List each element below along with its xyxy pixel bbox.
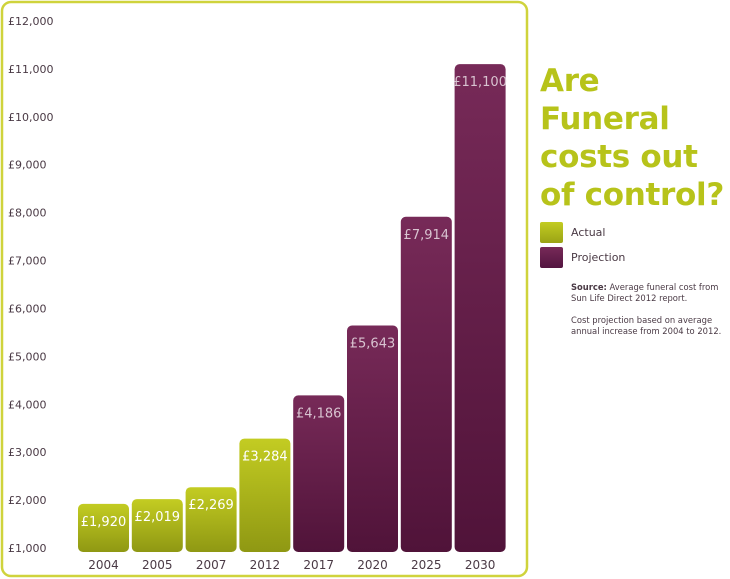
legend-label-projection: Projection [571,250,626,264]
bar-projection [293,395,345,552]
x-tick-label: 2012 [250,558,281,572]
bar-projection [400,216,452,553]
bar-actual [185,487,237,552]
bar-value-label: £4,186 [296,406,342,421]
y-tick-label: £2,000 [8,494,47,507]
legend-item-projection: Projection [540,246,626,268]
y-tick-label: £3,000 [8,446,47,459]
source-text: Average funeral cost from Sun Life Direc… [571,282,719,303]
chart-notes: Source: Average funeral cost from Sun Li… [571,282,730,348]
y-axis-ticks: £1,000 £2,000 £3,000 £4,000 £5,000 £6,000 £7,0… [8,15,54,555]
legend-label-actual: Actual [571,225,606,239]
projection-note: Cost projection based on average annual … [571,315,722,336]
legend: Actual Projection [540,221,626,272]
side-panel: Are Funeral costs out of control? Actual… [540,62,728,336]
bar-value-label: £1,920 [81,515,127,530]
chart-title: Are Funeral costs out of control? [540,63,725,213]
bar-projection [454,64,506,553]
bar-value-label: £5,643 [350,337,396,352]
bar-value-label: £7,914 [404,228,450,243]
y-tick-label: £11,000 [8,63,54,76]
y-tick-label: £12,000 [8,15,54,28]
x-tick-label: 2005 [142,558,173,572]
bar-value-label: £2,019 [135,510,181,525]
y-tick-label: £10,000 [8,111,54,124]
legend-swatch-projection [540,246,563,268]
y-tick-label: £6,000 [8,302,47,315]
x-tick-label: 2025 [411,558,442,572]
legend-swatch-actual [540,221,563,243]
y-tick-label: £9,000 [8,159,47,172]
bar-projection [347,325,398,552]
x-tick-label: 2030 [465,558,496,572]
x-axis-ticks: 2004 2005 2007 2012 2017 2020 2025 2030 [88,558,495,572]
bars: £1,920 £2,019 £2,269 £3,284 £4,186 £5,643 £7,9… [78,64,507,553]
bar-value-label: £2,269 [188,498,234,513]
x-tick-label: 2017 [303,558,334,572]
bar-value-label: £3,284 [242,450,288,465]
bar-actual [131,499,183,552]
y-tick-label: £1,000 [8,542,47,555]
bar-actual [239,438,291,552]
x-tick-label: 2004 [88,558,119,572]
y-tick-label: £7,000 [8,255,47,268]
y-tick-label: £4,000 [8,398,47,411]
y-tick-label: £5,000 [8,350,47,363]
legend-item-actual: Actual [540,221,625,243]
bar-value-label: £11,100 [453,75,507,90]
source-note: Source: Average funeral cost from Sun Li… [571,282,730,304]
x-tick-label: 2020 [357,558,388,572]
bar-actual [78,503,129,552]
y-tick-label: £8,000 [8,207,47,220]
x-tick-label: 2007 [196,558,227,572]
source-label: Source: [571,282,607,292]
